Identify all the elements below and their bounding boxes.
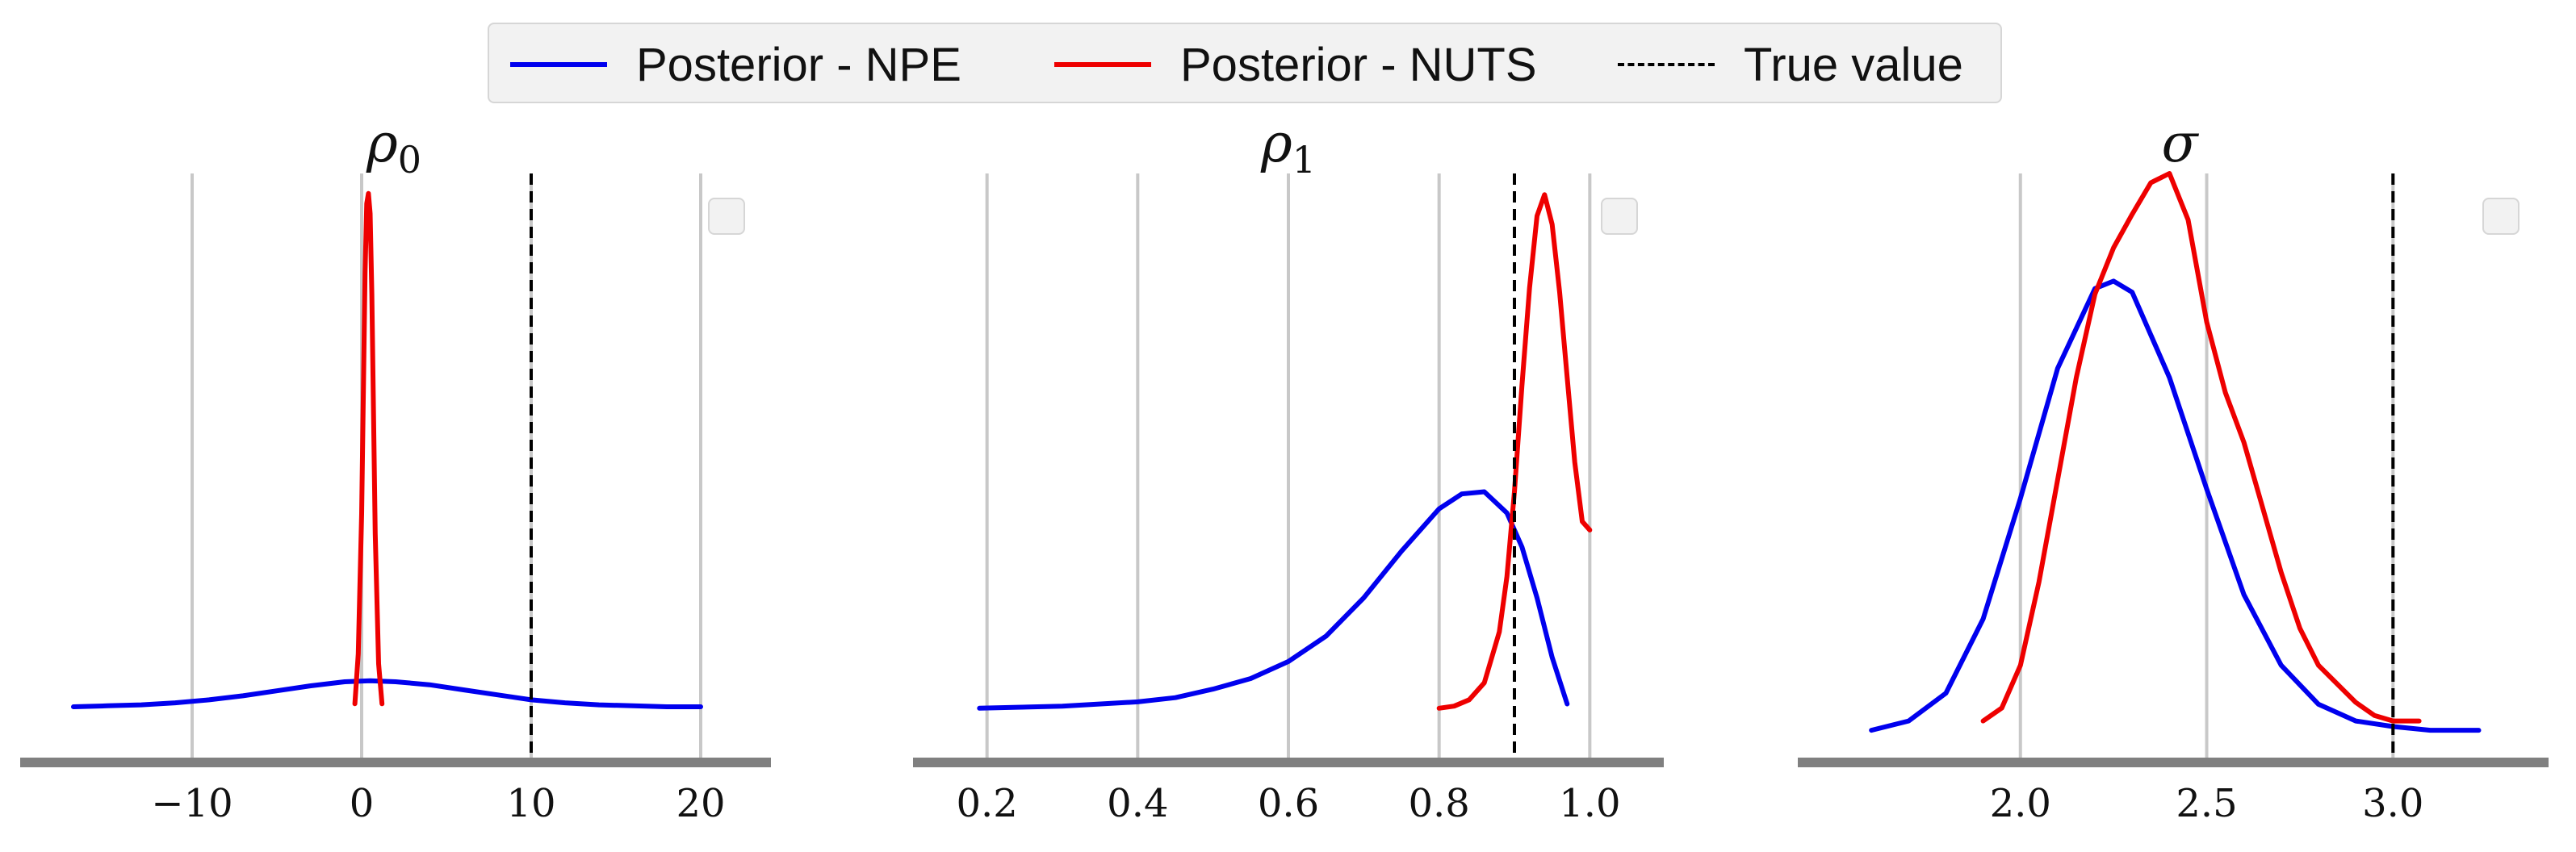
tick-label-1-1: 0.4 xyxy=(1107,781,1168,826)
series-line-2-1 xyxy=(1980,171,2422,724)
empty-legend-box-1 xyxy=(1601,198,1638,235)
tick-label-0-3: 20 xyxy=(676,781,725,826)
tick-label-1-2: 0.6 xyxy=(1258,781,1319,826)
tick-label-0-2: 10 xyxy=(506,781,555,826)
tick-label-2-2: 3.0 xyxy=(2362,781,2423,826)
legend-item-nuts: Posterior - NUTS xyxy=(1054,24,1537,105)
legend-swatch-nuts xyxy=(1054,62,1151,67)
tick-label-2-0: 2.0 xyxy=(1990,781,2051,826)
series-line-1-1 xyxy=(1436,192,1593,711)
tick-label-1-0: 0.2 xyxy=(956,781,1017,826)
tick-label-1-4: 1.0 xyxy=(1559,781,1620,826)
series-line-1-0 xyxy=(977,489,1570,711)
legend-item-true: True value xyxy=(1618,24,1963,105)
panel-title-0: ρ0 xyxy=(366,112,421,182)
legend-label-npe: Posterior - NPE xyxy=(636,38,961,91)
panel-title-sub-0: 0 xyxy=(398,138,421,182)
panel-title-1: ρ1 xyxy=(1260,112,1316,182)
tick-label-0-1: 0 xyxy=(350,781,375,826)
legend-item-npe: Posterior - NPE xyxy=(510,24,961,105)
panel-title-2: σ xyxy=(2161,112,2199,174)
legend: Posterior - NPE Posterior - NUTS True va… xyxy=(488,23,2002,103)
legend-label-nuts: Posterior - NUTS xyxy=(1180,38,1537,91)
tick-label-1-3: 0.8 xyxy=(1408,781,1469,826)
series-line-2-0 xyxy=(1869,278,2482,733)
empty-legend-box-0 xyxy=(708,198,745,235)
series-line-0-1 xyxy=(352,190,385,707)
panel-2: 2.0 2.5 3.0 σ xyxy=(1798,112,2549,826)
panel-title-sub-1: 1 xyxy=(1292,138,1316,182)
series-line-0-0 xyxy=(71,678,703,709)
empty-legend-box-2 xyxy=(2482,198,2519,235)
panel-title-base-1: ρ xyxy=(1260,112,1292,174)
panel-title-base-0: ρ xyxy=(366,112,398,174)
panel-title-base-2: σ xyxy=(2161,112,2199,174)
tick-label-0-0: −10 xyxy=(151,781,232,826)
legend-swatch-true xyxy=(1618,63,1715,66)
panel-1: 0.2 0.4 0.6 0.8 1.0 ρ1 xyxy=(913,112,1664,826)
tick-label-2-1: 2.5 xyxy=(2176,781,2237,826)
legend-label-true: True value xyxy=(1744,38,1963,91)
legend-swatch-npe xyxy=(510,62,607,67)
